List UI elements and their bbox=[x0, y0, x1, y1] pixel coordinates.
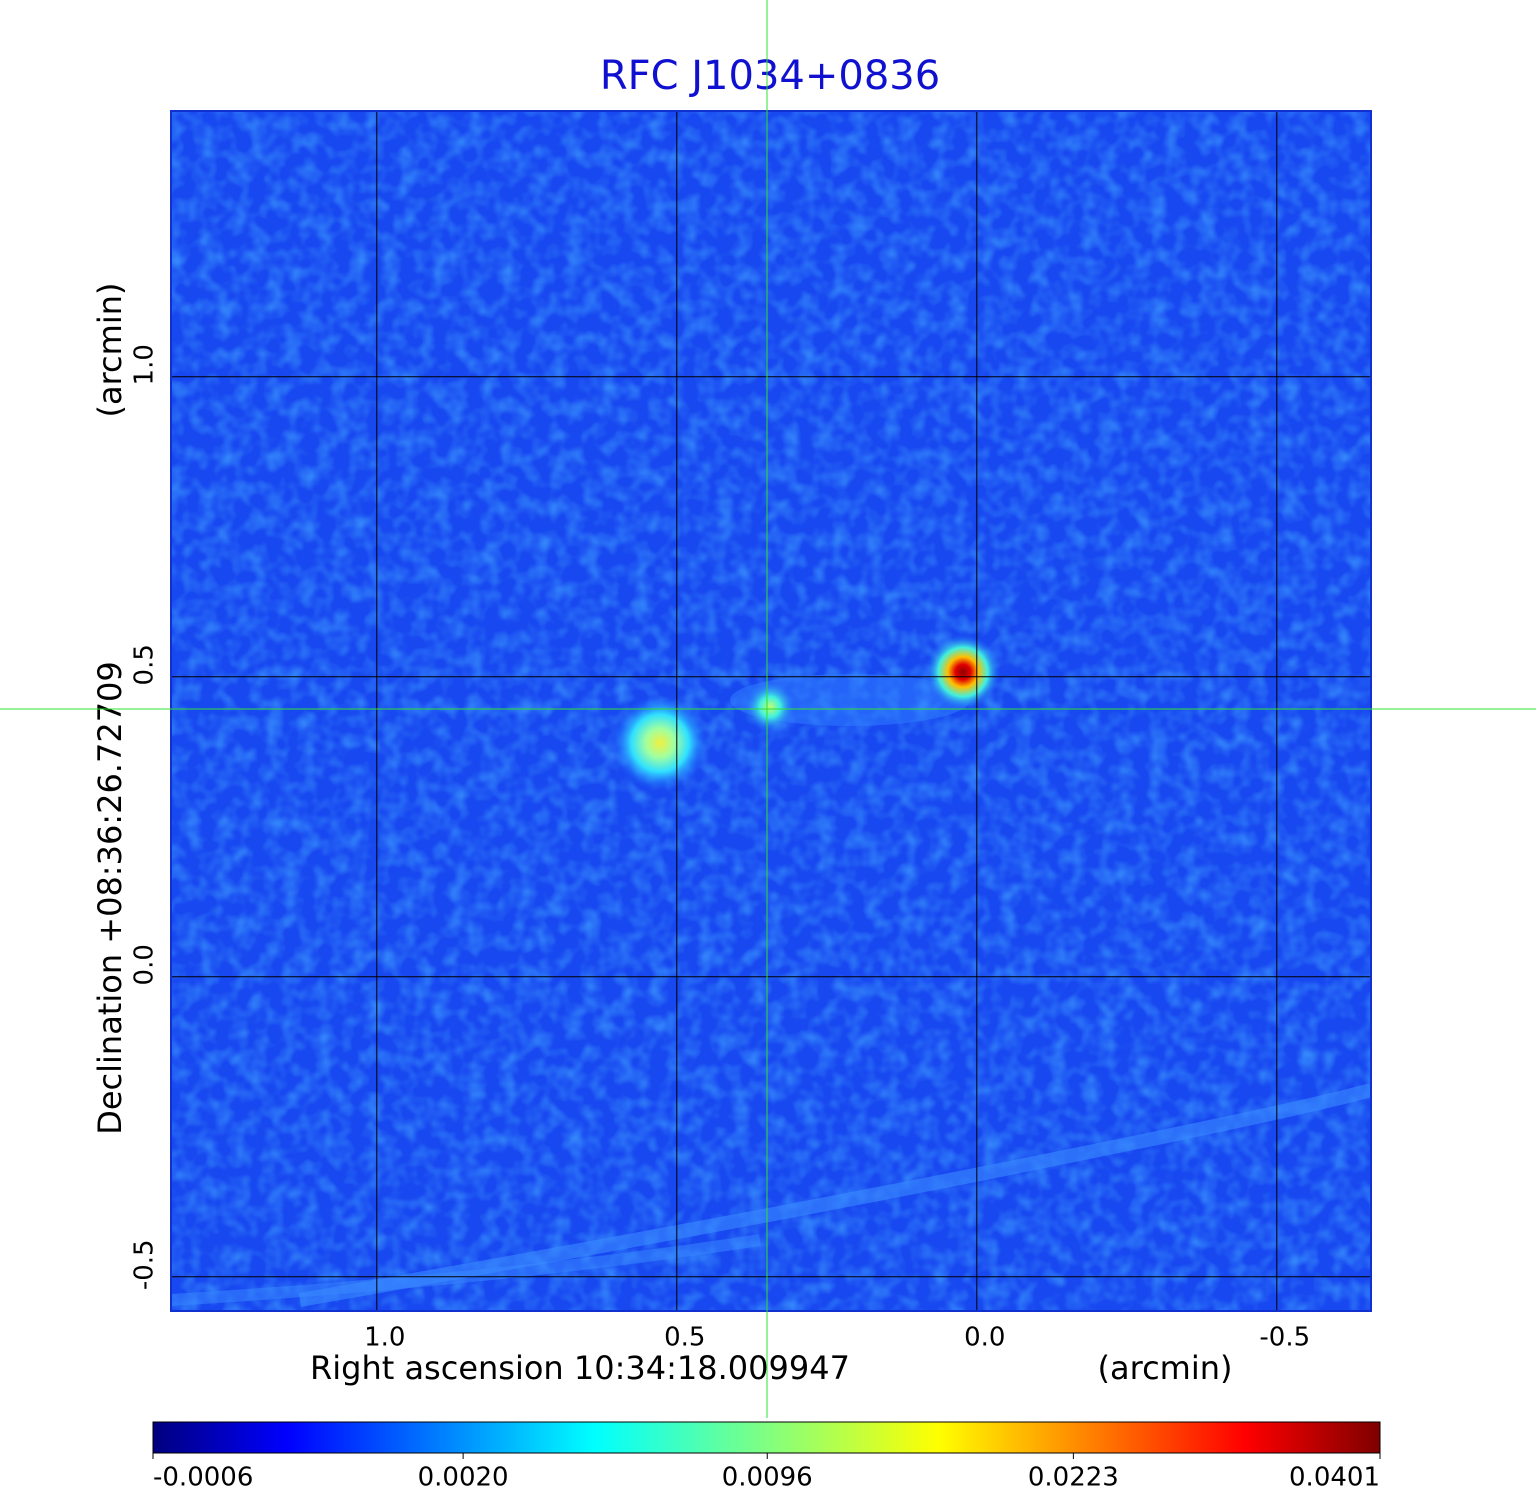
source bbox=[925, 634, 1001, 710]
x-tick-label: 1.0 bbox=[364, 1323, 405, 1353]
colorbar-tick-label: -0.0006 bbox=[153, 1463, 253, 1493]
x-tick-label: 0.5 bbox=[664, 1323, 705, 1353]
emission-arc bbox=[298, 1083, 1371, 1307]
x-axis-label: Right ascension 10:34:18.009947 bbox=[310, 1349, 850, 1387]
chart-title: RFC J1034+0836 bbox=[600, 53, 940, 99]
colorbar-tick-label: 0.0096 bbox=[722, 1463, 813, 1493]
y-tick-label: 0.5 bbox=[130, 644, 160, 685]
x-tick-label: 0.0 bbox=[964, 1323, 1005, 1353]
x-axis-unit: (arcmin) bbox=[1098, 1349, 1233, 1387]
y-tick-label: 1.0 bbox=[130, 344, 160, 385]
plot-frame bbox=[170, 110, 1372, 1312]
x-tick-label: -0.5 bbox=[1259, 1323, 1310, 1353]
source bbox=[612, 695, 708, 791]
emission-arc bbox=[171, 1234, 761, 1306]
colorbar-tick-label: 0.0401 bbox=[1289, 1463, 1380, 1493]
y-tick-label: 0.0 bbox=[130, 944, 160, 985]
colorbar-tick-label: 0.0020 bbox=[418, 1463, 509, 1493]
y-tick-label: -0.5 bbox=[130, 1239, 160, 1290]
source bbox=[744, 681, 796, 733]
image bbox=[171, 111, 1371, 1311]
colorbar bbox=[152, 1421, 1381, 1454]
colorbar-tick-label: 0.0223 bbox=[1028, 1463, 1119, 1493]
y-axis-unit: (arcmin) bbox=[91, 283, 129, 418]
y-axis-label: Declination +08:36:26.72709 bbox=[91, 661, 129, 1135]
